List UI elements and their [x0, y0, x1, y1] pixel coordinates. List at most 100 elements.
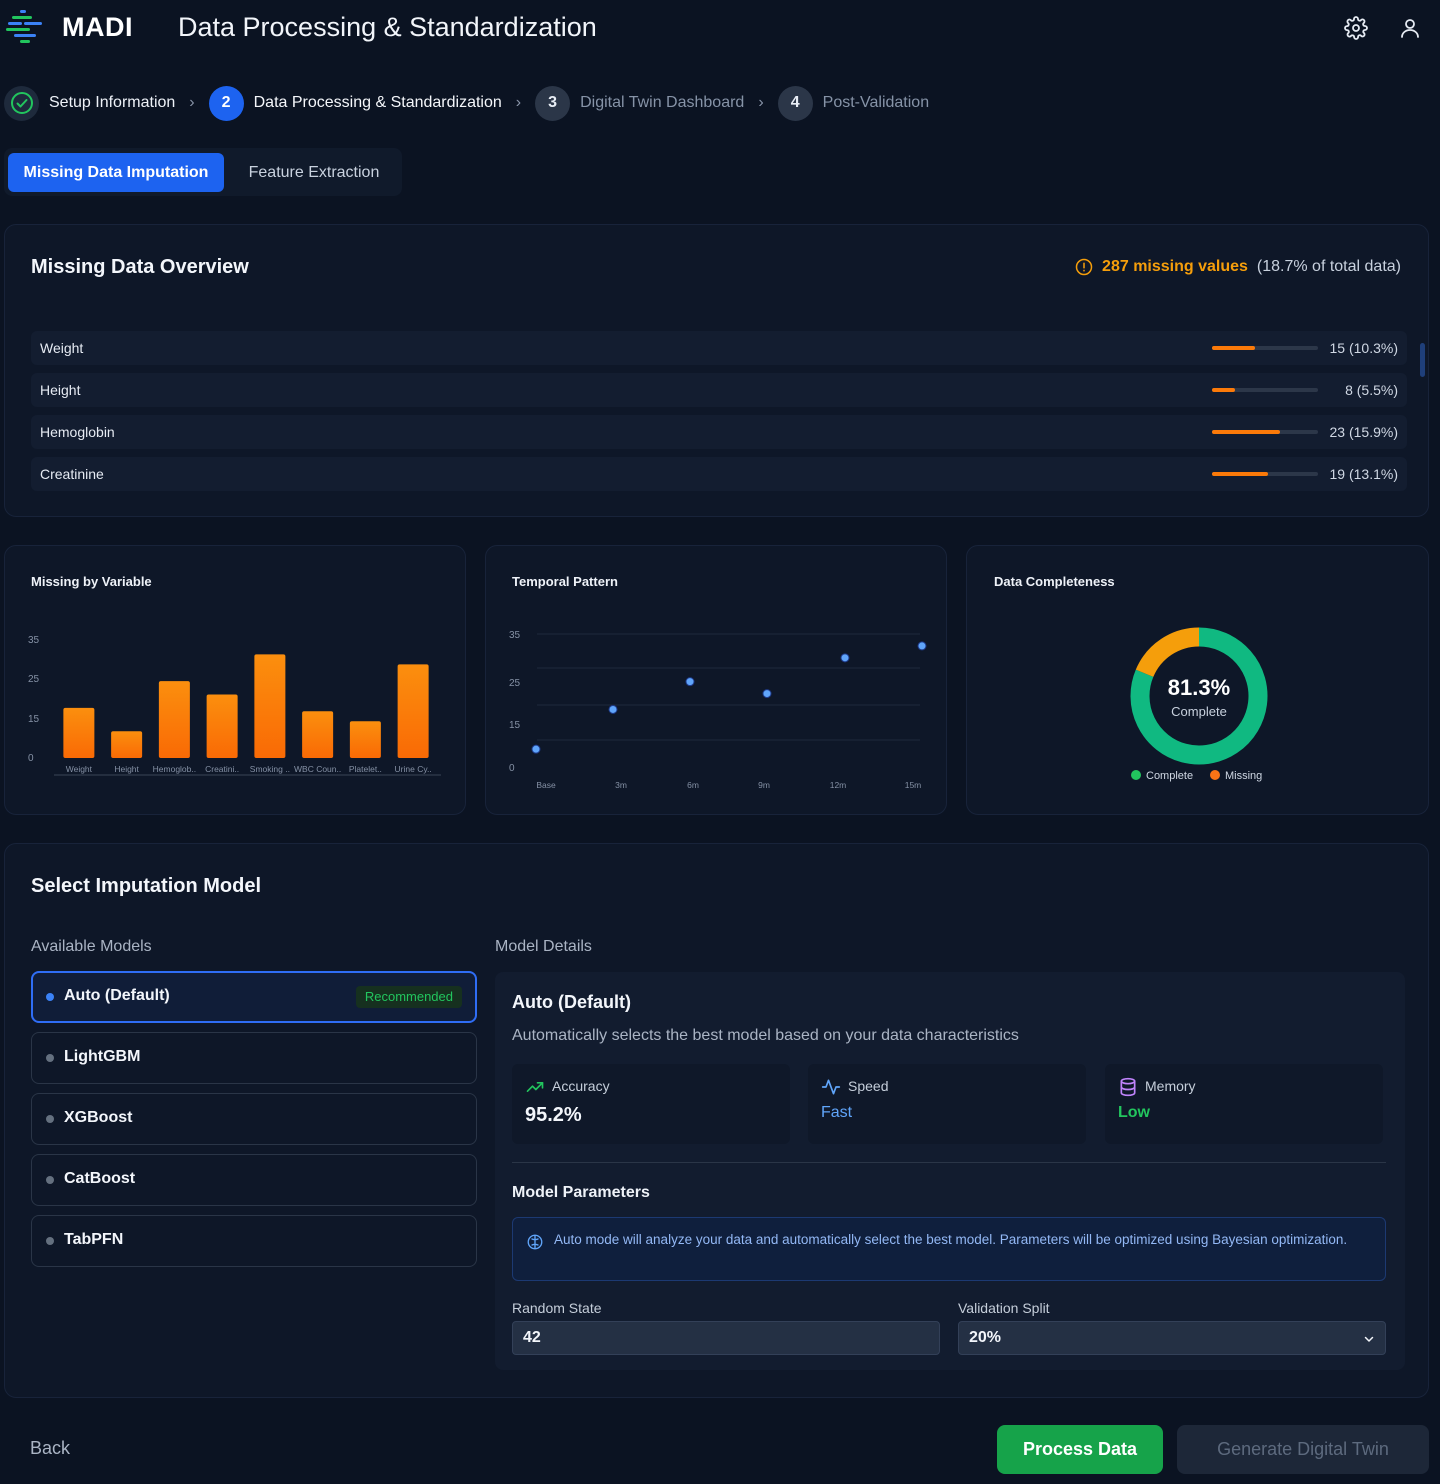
info-text: Auto mode will analyze your data and aut…: [554, 1232, 1348, 1247]
bar: [63, 707, 95, 758]
random-state-input[interactable]: 42: [512, 1321, 940, 1355]
info-box: Auto mode will analyze your data and aut…: [512, 1217, 1386, 1281]
model-name: LightGBM: [64, 1048, 141, 1065]
model-option-auto[interactable]: Auto (Default) Recommended: [31, 971, 477, 1023]
x-tick-label: 12m: [830, 780, 847, 790]
validation-split-select[interactable]: 20%: [958, 1321, 1386, 1355]
metric-label: Memory: [1145, 1078, 1196, 1094]
step-complete-check-icon: [4, 85, 39, 121]
model-option-lightgbm[interactable]: LightGBM: [31, 1032, 477, 1084]
bar: [158, 681, 190, 758]
bar: [254, 654, 286, 758]
data-point: [840, 653, 850, 663]
model-name: TabPFN: [64, 1231, 124, 1248]
app-header: MADI Data Processing & Standardization: [0, 0, 1440, 56]
alert-circle-icon: [1075, 258, 1093, 276]
data-point: [531, 744, 541, 754]
validation-split-value: 20%: [969, 1329, 1002, 1346]
bar: [111, 731, 143, 758]
tab-bar: Missing Data Imputation Feature Extracti…: [4, 148, 402, 196]
x-tick-label: Smoking ..: [250, 764, 290, 774]
legend-dot: [1210, 770, 1220, 780]
step-post-validation[interactable]: 4 Post-Validation: [777, 85, 930, 121]
gear-icon[interactable]: [1344, 16, 1368, 40]
x-tick-label: Base: [536, 780, 556, 790]
app-name: MADI: [62, 12, 133, 42]
y-tick-label: 35: [28, 635, 40, 646]
imputation-model-card: Select Imputation Model Available Models…: [4, 843, 1429, 1398]
data-point: [917, 641, 927, 651]
model-description: Automatically selects the best model bas…: [512, 1027, 1019, 1044]
model-name: XGBoost: [64, 1109, 133, 1126]
data-point: [762, 689, 772, 699]
step-label: Data Processing & Standardization: [253, 94, 502, 111]
bar-chart: 35 25 15 0 Weight Height Hemoglob.. Creatini.. S…: [28, 635, 441, 776]
x-tick-label: Creatini..: [205, 764, 239, 774]
progress-stepper: Setup Information › 2 Data Processing & …: [4, 84, 929, 122]
legend-dot: [1131, 770, 1141, 780]
model-option-xgboost[interactable]: XGBoost: [31, 1093, 477, 1145]
x-tick-label: 6m: [687, 780, 699, 790]
madi-logo-icon: [6, 10, 42, 43]
missing-percentage: (18.7% of total data): [1256, 258, 1401, 275]
data-point: [685, 677, 695, 687]
y-tick-label: 15: [28, 714, 40, 725]
pie-slice: [1130, 627, 1268, 765]
step-setup-information[interactable]: Setup Information: [4, 85, 176, 121]
metric-value: Low: [1118, 1104, 1150, 1121]
generate-digital-twin-button[interactable]: Generate Digital Twin: [1177, 1425, 1429, 1474]
x-tick-label: 9m: [758, 780, 770, 790]
accuracy-metric: Accuracy 95.2%: [512, 1064, 790, 1144]
recommended-badge: Recommended: [355, 986, 462, 1008]
legend-label: Complete: [1146, 770, 1193, 782]
variable-name: Hemoglobin: [40, 424, 115, 440]
y-tick-label: 0: [509, 763, 515, 774]
dot-icon: [46, 1176, 54, 1184]
metric-value: 95.2%: [525, 1104, 582, 1126]
process-data-button[interactable]: Process Data: [997, 1425, 1163, 1474]
x-tick-label: Weight: [66, 764, 93, 774]
x-tick-label: Platelet..: [349, 764, 382, 774]
scrollbar-thumb[interactable]: [1420, 343, 1425, 377]
chart-title: Missing by Variable: [31, 574, 152, 589]
bar: [397, 664, 429, 758]
trending-up-icon: [526, 1082, 544, 1092]
pie-slice: [1135, 627, 1200, 678]
model-name: Auto (Default): [64, 987, 170, 1004]
chevron-right-icon: ›: [515, 94, 522, 111]
data-point: [608, 704, 618, 714]
random-state-label: Random State: [512, 1300, 602, 1316]
y-tick-label: 0: [28, 753, 34, 764]
step-data-processing[interactable]: 2 Data Processing & Standardization: [208, 85, 502, 121]
x-tick-label: Height: [114, 764, 139, 774]
selected-dot-icon: [46, 993, 54, 1001]
model-option-catboost[interactable]: CatBoost: [31, 1154, 477, 1206]
tab-feature-extraction[interactable]: Feature Extraction: [248, 164, 380, 181]
model-option-tabpfn[interactable]: TabPFN: [31, 1215, 477, 1267]
model-details-panel: Auto (Default) Automatically selects the…: [495, 972, 1405, 1370]
completeness-label: Complete: [1171, 704, 1227, 719]
bar: [302, 711, 334, 758]
model-details-label: Model Details: [495, 938, 592, 955]
tab-missing-data-imputation[interactable]: Missing Data Imputation: [8, 153, 224, 192]
x-tick-label: 3m: [615, 780, 627, 790]
step-label: Setup Information: [49, 94, 176, 111]
missing-count: 287 missing values: [1102, 258, 1248, 275]
x-tick-label: 15m: [905, 780, 922, 790]
bar: [206, 694, 238, 758]
dot-icon: [46, 1115, 54, 1123]
overview-title: Missing Data Overview: [31, 256, 249, 278]
missing-by-variable-card: Missing by Variable 35 25 15 0 Weight Height H…: [4, 545, 466, 815]
data-completeness-card: Data Completeness 81.3% Complete Complete M…: [966, 545, 1429, 815]
missing-progress-bar: [1212, 346, 1318, 350]
model-parameters-title: Model Parameters: [512, 1184, 650, 1201]
back-button[interactable]: Back: [30, 1438, 71, 1458]
user-icon[interactable]: [1398, 16, 1422, 40]
variable-name: Weight: [40, 340, 84, 356]
step-number: 3: [535, 85, 571, 121]
missing-value: 8 (5.5%): [1345, 382, 1398, 398]
step-digital-twin-dashboard[interactable]: 3 Digital Twin Dashboard: [535, 85, 745, 121]
step-label: Digital Twin Dashboard: [580, 94, 745, 111]
step-label: Post-Validation: [822, 94, 930, 111]
missing-progress-bar: [1212, 430, 1318, 434]
